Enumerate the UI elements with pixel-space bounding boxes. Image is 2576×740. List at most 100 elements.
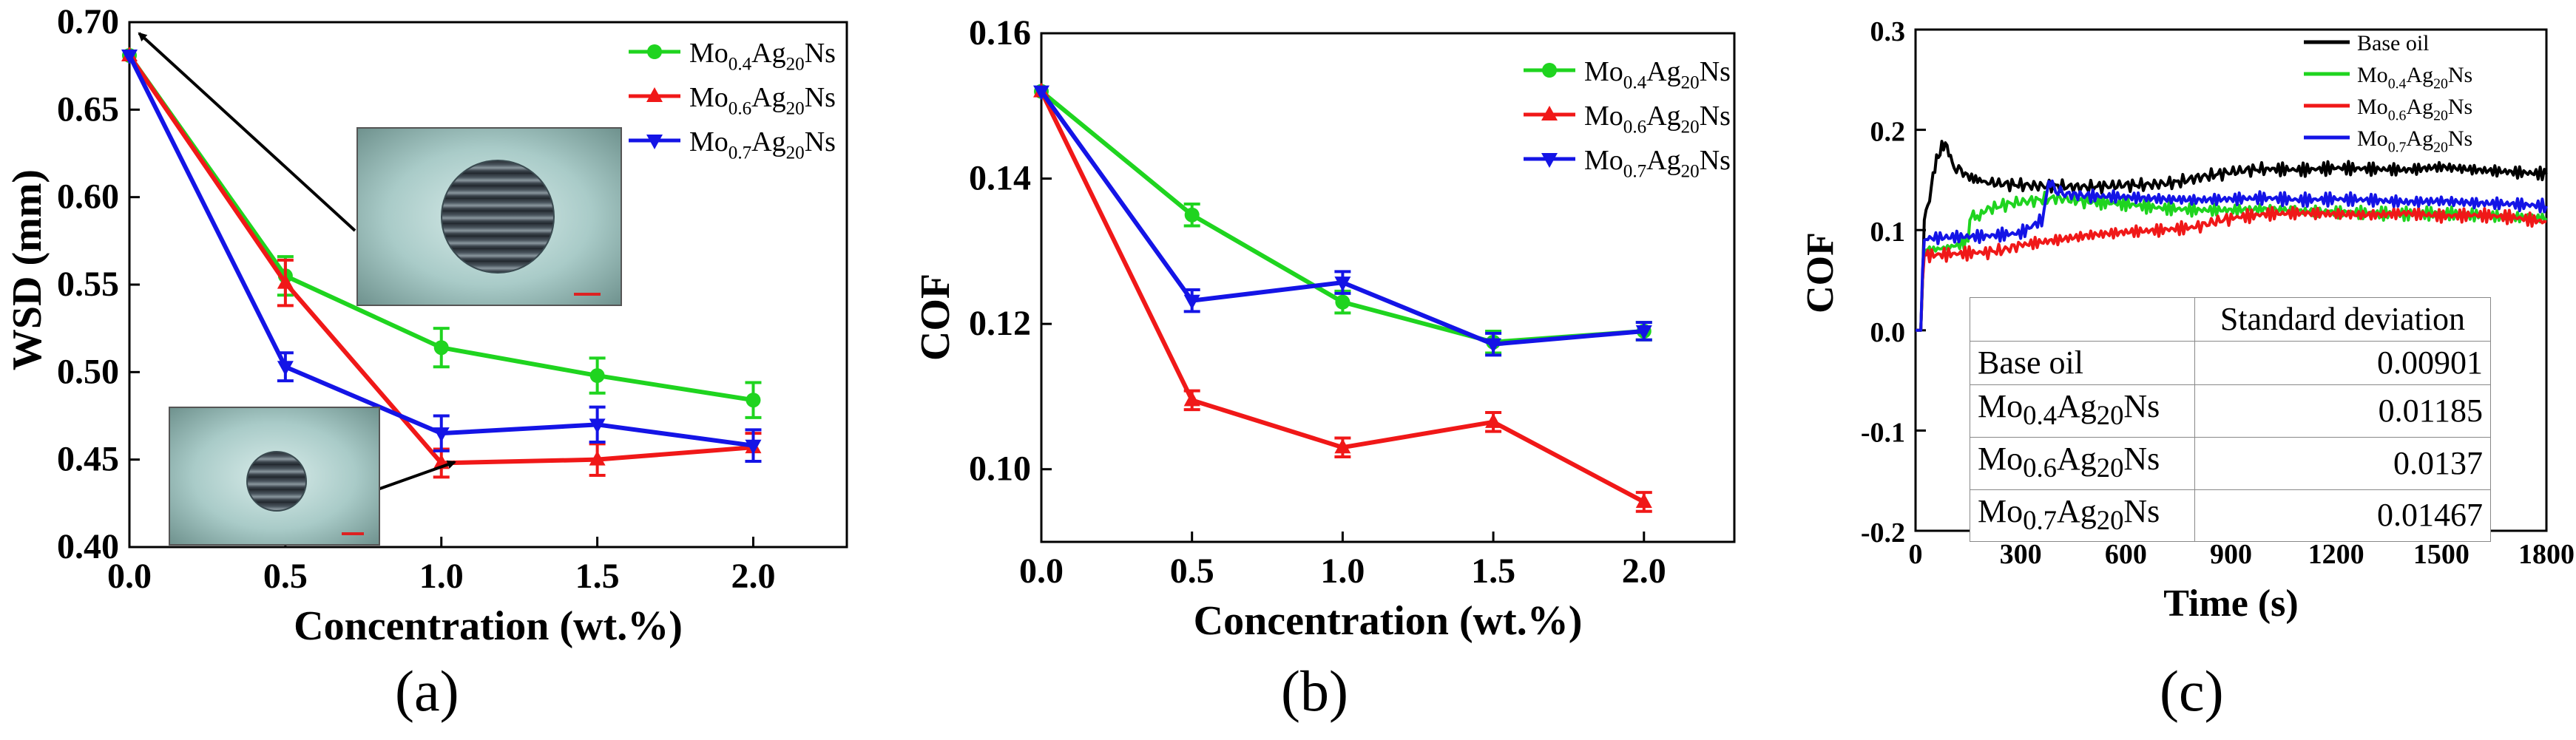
x-axis-title: Concentration (wt.%) bbox=[294, 603, 683, 649]
data-point bbox=[1183, 294, 1200, 310]
x-tick-label: 1.5 bbox=[575, 557, 620, 596]
y-tick-label: 0.1 bbox=[1870, 217, 1906, 248]
std-dev-table: Standard deviation Base oil 0.00901 Mo0.… bbox=[1970, 297, 2492, 543]
y-tick-label: 0.65 bbox=[57, 89, 119, 129]
data-point bbox=[589, 450, 606, 466]
data-point bbox=[277, 361, 294, 376]
data-point bbox=[1485, 413, 1502, 428]
panel-label-c: (c) bbox=[2160, 659, 2224, 723]
data-point bbox=[745, 439, 762, 455]
data-point bbox=[1334, 276, 1351, 292]
legend-label: Base oil bbox=[2357, 31, 2430, 55]
data-point bbox=[121, 49, 138, 64]
table-cell-value: 0.01467 bbox=[2194, 489, 2492, 543]
legend-label: Mo0.7Ag20Ns bbox=[2357, 126, 2472, 155]
table-row: Mo0.7Ag20Ns 0.01467 bbox=[1970, 489, 2492, 543]
x-tick-label: 0.5 bbox=[263, 557, 308, 596]
y-axis-title: WSD (mm) bbox=[4, 169, 50, 370]
data-point bbox=[1635, 492, 1652, 508]
scale-bar bbox=[574, 293, 601, 296]
x-tick-label: 1500 bbox=[2413, 539, 2469, 570]
legend-marker bbox=[646, 87, 663, 102]
legend-label: Mo0.4Ag20Ns bbox=[1584, 56, 1731, 93]
table-cell-value: 0.0137 bbox=[2194, 436, 2492, 490]
legend-label: Mo0.7Ag20Ns bbox=[1584, 145, 1731, 182]
data-point bbox=[433, 427, 450, 443]
data-point bbox=[1033, 85, 1049, 101]
table-row: Mo0.6Ag20Ns 0.0137 bbox=[1970, 436, 2492, 490]
data-point bbox=[1335, 294, 1350, 310]
y-tick-label: 0.3 bbox=[1870, 16, 1906, 47]
y-tick-label: 0.55 bbox=[57, 265, 119, 304]
x-tick-label: 0 bbox=[1909, 539, 1923, 570]
legend-marker bbox=[1541, 153, 1558, 168]
table-row: Base oil 0.00901 bbox=[1970, 341, 2492, 385]
legend-label: Mo0.4Ag20Ns bbox=[2357, 63, 2472, 92]
y-tick-label: 0.12 bbox=[969, 304, 1031, 343]
data-point bbox=[1184, 207, 1200, 223]
data-point bbox=[1635, 325, 1652, 340]
table-header-row: Standard deviation bbox=[1970, 297, 2492, 342]
data-point bbox=[1334, 438, 1351, 454]
x-axis-title: Concentration (wt.%) bbox=[1194, 598, 1583, 644]
legend-label: Mo0.6Ag20Ns bbox=[2357, 95, 2472, 123]
legend-marker bbox=[1542, 63, 1557, 78]
y-tick-label: 0.70 bbox=[57, 2, 119, 41]
legend-label: Mo0.7Ag20Ns bbox=[689, 126, 836, 163]
series-line-Mo0.6Ag20Ns bbox=[1916, 206, 2547, 332]
wear-scar-image bbox=[441, 160, 555, 274]
y-axis-title: COF bbox=[1799, 232, 1842, 313]
wear-scar-inset-1wt bbox=[169, 407, 380, 546]
table-header-cell bbox=[1970, 297, 2195, 342]
y-tick-label: 0.14 bbox=[969, 159, 1031, 198]
legend-marker bbox=[1541, 106, 1558, 120]
x-tick-label: 600 bbox=[2105, 539, 2147, 570]
data-point bbox=[589, 418, 606, 434]
table-row: Mo0.4Ag20Ns 0.01185 bbox=[1970, 384, 2492, 438]
legend-label: Mo0.6Ag20Ns bbox=[1584, 101, 1731, 138]
x-tick-label: 2.0 bbox=[1622, 551, 1666, 591]
legend-marker bbox=[647, 44, 662, 59]
table-header-cell: Standard deviation bbox=[2194, 297, 2492, 342]
y-tick-label: 0.0 bbox=[1870, 317, 1906, 348]
data-point bbox=[589, 368, 605, 384]
series-line-Mo0.7Ag20Ns bbox=[1916, 179, 2548, 332]
x-tick-label: 2.0 bbox=[731, 557, 775, 596]
inset-arrow bbox=[138, 32, 356, 232]
legend-label: Mo0.6Ag20Ns bbox=[689, 82, 836, 119]
x-tick-label: 0.5 bbox=[1170, 551, 1214, 591]
panel-label-b: (b) bbox=[1281, 659, 1348, 723]
data-point bbox=[277, 274, 294, 289]
table-cell-value: 0.00901 bbox=[2194, 341, 2492, 385]
data-point bbox=[1183, 391, 1200, 407]
wear-scar-inset-base-oil bbox=[356, 127, 622, 306]
data-point bbox=[746, 393, 761, 408]
legend-label: Mo0.4Ag20Ns bbox=[689, 38, 836, 75]
table-cell-name: Mo0.7Ag20Ns bbox=[1970, 489, 2195, 543]
y-tick-label: 0.40 bbox=[57, 527, 119, 566]
inset-arrow bbox=[375, 460, 456, 492]
x-axis-title: Time (s) bbox=[2163, 583, 2298, 625]
table-cell-name: Mo0.6Ag20Ns bbox=[1970, 436, 2195, 490]
table-cell-value: 0.01185 bbox=[2194, 384, 2492, 438]
panel-label-a: (a) bbox=[395, 659, 459, 723]
wear-scar-image bbox=[246, 451, 307, 512]
y-axis-title: COF bbox=[913, 274, 959, 361]
data-point bbox=[1485, 338, 1502, 353]
x-tick-label: 1.5 bbox=[1471, 551, 1515, 591]
scale-bar bbox=[342, 532, 364, 535]
x-tick-label: 1.0 bbox=[419, 557, 464, 596]
x-tick-label: 1800 bbox=[2518, 539, 2575, 570]
x-tick-label: 900 bbox=[2210, 539, 2252, 570]
y-tick-label: 0.45 bbox=[57, 440, 119, 479]
y-tick-label: -0.1 bbox=[1861, 417, 1905, 448]
series-line-Base oil bbox=[1916, 140, 2548, 332]
x-tick-label: 0.0 bbox=[1019, 551, 1064, 591]
x-tick-label: 300 bbox=[2000, 539, 2042, 570]
plot-frame bbox=[1040, 32, 1736, 543]
table-cell-name: Mo0.4Ag20Ns bbox=[1970, 384, 2195, 438]
y-tick-label: 0.10 bbox=[969, 449, 1031, 489]
table-cell-name: Base oil bbox=[1970, 341, 2195, 385]
y-tick-label: -0.2 bbox=[1861, 517, 1905, 549]
